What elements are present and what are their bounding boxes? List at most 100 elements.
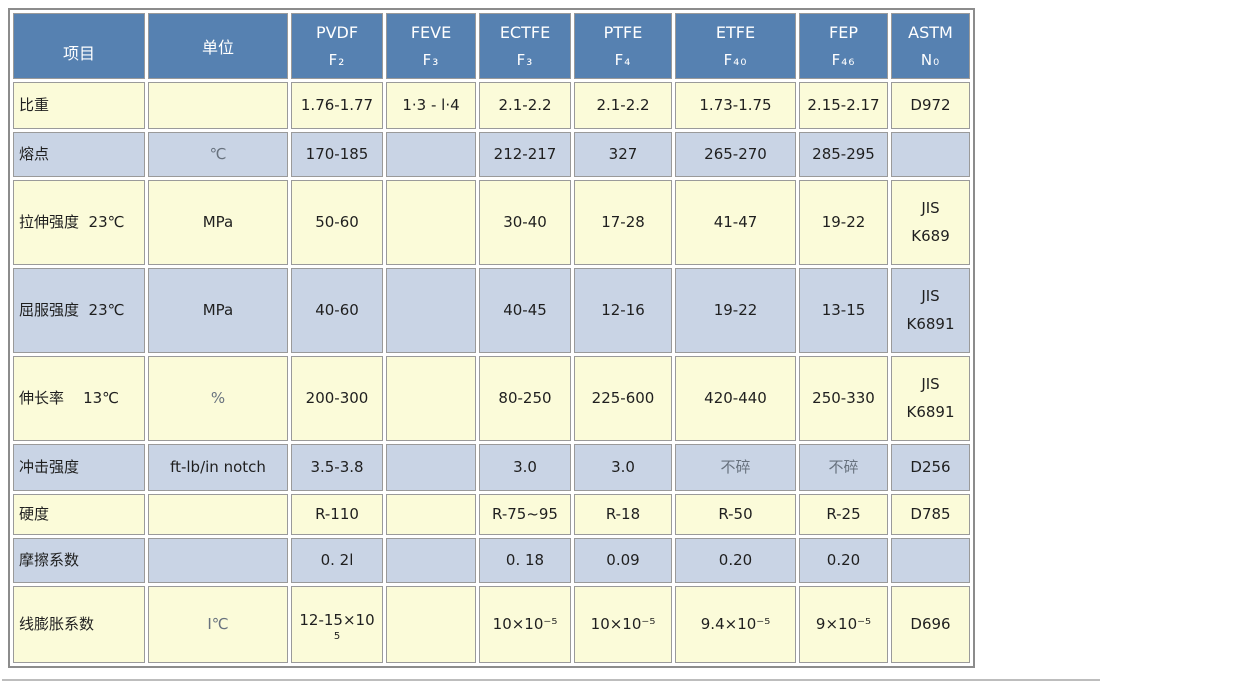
- table-cell: 2.1-2.2: [574, 82, 672, 129]
- table-cell: JIS K6891: [891, 268, 970, 353]
- table-cell: [148, 82, 288, 129]
- table-cell: [148, 494, 288, 535]
- fluoropolymer-properties-table: 项目 单位 PVDF F₂ FEVE F₃ ECTFE F₃ PTFE F₄ ETFE F…: [8, 8, 975, 668]
- table-row: 硬度 R-110 R-75~95 R-18 R-50 R-25 D785: [13, 494, 970, 535]
- table-row: 摩擦系数 0. 2l 0. 18 0.09 0.20 0.20: [13, 538, 970, 583]
- table-cell: D785: [891, 494, 970, 535]
- column-label: PTFE: [603, 23, 643, 42]
- table-cell: 19-22: [799, 180, 888, 265]
- table-cell: 41-47: [675, 180, 796, 265]
- table-cell: [891, 132, 970, 177]
- table-cell: 9.4×10⁻⁵: [675, 586, 796, 663]
- table-cell: 40-45: [479, 268, 571, 353]
- table-cell: 10×10⁻⁵: [479, 586, 571, 663]
- header-row: 项目 单位 PVDF F₂ FEVE F₃ ECTFE F₃ PTFE F₄ ETFE F…: [13, 13, 970, 79]
- table-cell: 0.09: [574, 538, 672, 583]
- table-cell: 250-330: [799, 356, 888, 441]
- column-header-unit: 单位: [148, 13, 288, 79]
- table-cell: JIS K6891: [891, 356, 970, 441]
- table-cell: 17-28: [574, 180, 672, 265]
- column-code: N₀: [920, 51, 941, 69]
- table-cell: 10×10⁻⁵: [574, 586, 672, 663]
- table-cell: 50-60: [291, 180, 383, 265]
- column-code: F₄: [614, 51, 632, 69]
- table-cell: 285-295: [799, 132, 888, 177]
- table-cell: 80-250: [479, 356, 571, 441]
- table-cell: 0.20: [799, 538, 888, 583]
- column-code: F₂: [328, 51, 346, 69]
- table-cell: [386, 180, 476, 265]
- column-code: F₄₀: [723, 51, 748, 69]
- table-cell: 3.0: [574, 444, 672, 491]
- table-cell: 9×10⁻⁵: [799, 586, 888, 663]
- column-header-item: 项目: [13, 13, 145, 79]
- table-cell: [386, 356, 476, 441]
- table-cell: 212-217: [479, 132, 571, 177]
- table-cell: [386, 586, 476, 663]
- table-cell: 0.20: [675, 538, 796, 583]
- column-label: 单位: [201, 38, 234, 57]
- scan-edge-line: [2, 679, 1100, 681]
- column-header-ectfe: ECTFE F₃: [479, 13, 571, 79]
- row-label-linear-expansion: 线膨胀系数: [13, 586, 145, 663]
- table-cell: MPa: [148, 180, 288, 265]
- table-cell: JIS K689: [891, 180, 970, 265]
- table-cell: R-75~95: [479, 494, 571, 535]
- table-cell: 13-15: [799, 268, 888, 353]
- column-label: FEVE: [410, 23, 452, 42]
- table-cell: 1·3 - l·4: [386, 82, 476, 129]
- table-cell: [386, 494, 476, 535]
- table-row: 线膨胀系数 I℃ 12-15×10 5 10×10⁻⁵ 10×10⁻⁵ 9.4×…: [13, 586, 970, 663]
- table-cell: ft-lb/in notch: [148, 444, 288, 491]
- table-cell: D972: [891, 82, 970, 129]
- table-cell: 不碎: [675, 444, 796, 491]
- table-cell: 40-60: [291, 268, 383, 353]
- column-label: ASTM: [908, 23, 953, 42]
- column-code: F₄₆: [831, 51, 856, 69]
- column-header-feve: FEVE F₃: [386, 13, 476, 79]
- row-label-melting-point: 熔点: [13, 132, 145, 177]
- row-label-elongation: 伸长率 13℃: [13, 356, 145, 441]
- column-label: 项目: [62, 43, 95, 63]
- table-cell: 170-185: [291, 132, 383, 177]
- table-cell: 225-600: [574, 356, 672, 441]
- table-cell: 3.5-3.8: [291, 444, 383, 491]
- table-cell: 不碎: [799, 444, 888, 491]
- column-code: F₃: [422, 51, 440, 69]
- table-cell: [386, 132, 476, 177]
- table-row: 熔点 ℃ 170-185 212-217 327 265-270 285-295: [13, 132, 970, 177]
- table-cell: 327: [574, 132, 672, 177]
- table-cell: 0. 18: [479, 538, 571, 583]
- table-cell: [891, 538, 970, 583]
- table-cell: 2.15-2.17: [799, 82, 888, 129]
- table-cell: MPa: [148, 268, 288, 353]
- row-label-friction-coefficient: 摩擦系数: [13, 538, 145, 583]
- table-cell: [386, 268, 476, 353]
- table-row: 冲击强度 ft-lb/in notch 3.5-3.8 3.0 3.0 不碎 不…: [13, 444, 970, 491]
- row-label-specific-gravity: 比重: [13, 82, 145, 129]
- table-row: 伸长率 13℃ % 200-300 80-250 225-600 420-440…: [13, 356, 970, 441]
- value-line1: 12-15×10: [299, 610, 375, 629]
- column-label: ECTFE: [499, 23, 551, 42]
- table-cell: 0. 2l: [291, 538, 383, 583]
- table-cell: R-18: [574, 494, 672, 535]
- column-header-astm: ASTM N₀: [891, 13, 970, 79]
- table-cell: 2.1-2.2: [479, 82, 571, 129]
- table-cell: [386, 538, 476, 583]
- table-row: 拉伸强度 23℃ MPa 50-60 30-40 17-28 41-47 19-…: [13, 180, 970, 265]
- table-cell: R-110: [291, 494, 383, 535]
- table-cell: R-25: [799, 494, 888, 535]
- table-row: 比重 1.76-1.77 1·3 - l·4 2.1-2.2 2.1-2.2 1…: [13, 82, 970, 129]
- table-cell: 265-270: [675, 132, 796, 177]
- table-cell: 30-40: [479, 180, 571, 265]
- column-code: F₃: [516, 51, 534, 69]
- table-cell: [386, 444, 476, 491]
- column-label: ETFE: [715, 23, 756, 42]
- value-line2: 5: [333, 631, 341, 643]
- table-cell: I℃: [148, 586, 288, 663]
- table-cell-linear-expansion-pvdf: 12-15×10 5: [291, 586, 383, 663]
- table-cell: 3.0: [479, 444, 571, 491]
- table-cell: 420-440: [675, 356, 796, 441]
- table-cell: D256: [891, 444, 970, 491]
- table-cell: ℃: [148, 132, 288, 177]
